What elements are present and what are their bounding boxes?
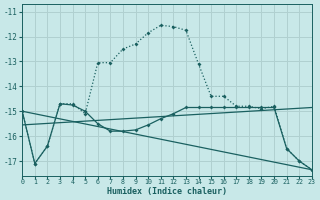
X-axis label: Humidex (Indice chaleur): Humidex (Indice chaleur) (107, 187, 227, 196)
